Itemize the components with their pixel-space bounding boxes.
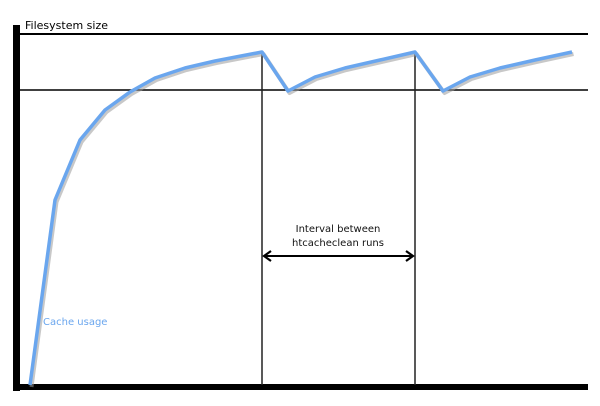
cache-usage-label: Cache usage [43,317,107,328]
cache-usage-shadow [29,52,574,388]
y-axis [13,25,20,391]
cache-usage-line [28,50,573,386]
x-axis [13,384,588,390]
filesystem-size-label: Filesystem size [25,19,108,32]
interval-label-line-1: Interval between [296,224,381,235]
interval-label-line-2: htcacheclean runs [292,238,384,249]
